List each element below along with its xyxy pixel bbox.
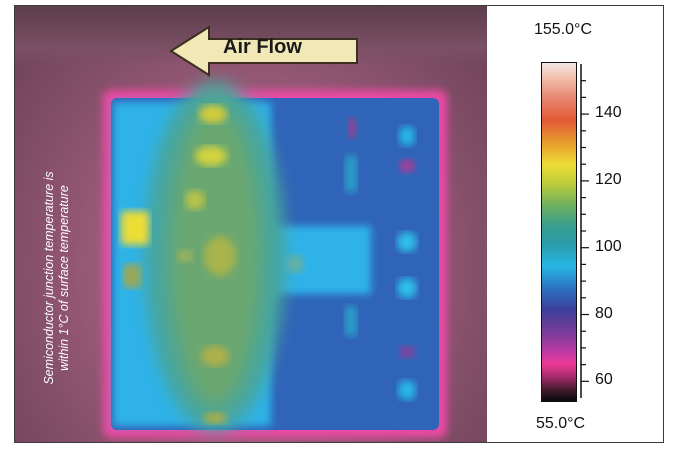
side-note-line-2: within 1°C of surface temperature [57,185,71,371]
colorbar-min-label: 55.0°C [536,415,586,432]
air-flow-arrow: Air Flow [165,25,365,77]
junction-temperature-note: Semiconductor junction temperature is wi… [42,128,72,428]
arrow-icon [169,25,358,77]
side-note-line-1: Semiconductor junction temperature is [42,171,56,385]
colorbar-tick-label: 60 [595,371,613,389]
colorbar-tick-label: 140 [595,104,622,122]
colorbar [541,62,577,402]
colorbar-tick-label: 80 [595,304,613,322]
figure-frame: Air Flow Semiconductor junction temperat… [14,5,664,443]
air-flow-label: Air Flow [223,36,302,58]
colorbar-axis [580,64,589,398]
colorbar-tick-label: 120 [595,170,622,188]
thermal-board [103,81,447,438]
colorbar-max-label: 155.0°C [534,21,592,38]
thermal-image: Air Flow Semiconductor junction temperat… [15,6,487,442]
colorbar-tick-label: 100 [595,237,622,255]
